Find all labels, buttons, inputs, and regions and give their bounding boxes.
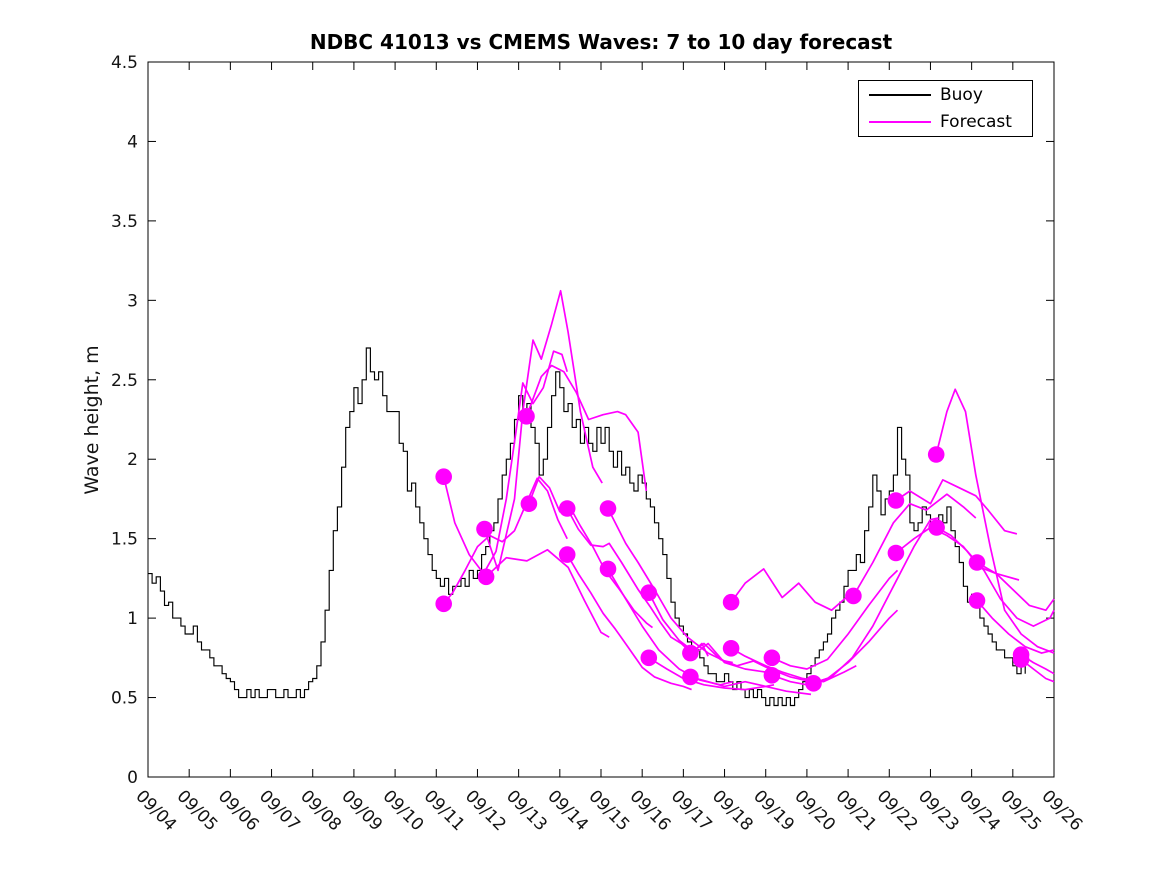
- forecast-start-dot: [520, 495, 538, 512]
- axes-box: [147, 61, 1055, 778]
- forecast-start-dot: [640, 584, 658, 601]
- forecast-start-dot: [599, 560, 617, 578]
- svg-text:3.5: 3.5: [111, 212, 138, 232]
- y-tick-labels: 0 0.5 1 1.5 2 2.5 3 3.5 4 4.5: [111, 53, 138, 788]
- chart-title: NDBC 41013 vs CMEMS Waves: 7 to 10 day f…: [309, 30, 893, 54]
- svg-text:09/04: 09/04: [131, 786, 180, 835]
- svg-text:09/08: 09/08: [296, 786, 345, 835]
- forecast-start-dot: [887, 544, 905, 562]
- forecast-start-dot: [435, 595, 453, 613]
- forecast-start-dot: [927, 446, 945, 463]
- svg-text:09/24: 09/24: [955, 786, 1004, 835]
- legend-item-forecast: Forecast: [859, 109, 1032, 135]
- svg-text:09/26: 09/26: [1037, 786, 1086, 835]
- forecast-start-dot: [805, 675, 822, 692]
- svg-text:09/15: 09/15: [584, 786, 633, 835]
- x-tick-labels: 09/0409/0509/0609/0709/0809/0909/1009/11…: [131, 786, 1086, 835]
- forecast-start-dot: [682, 668, 699, 686]
- svg-text:09/17: 09/17: [667, 786, 716, 835]
- axis-ticks: [147, 61, 1055, 778]
- svg-text:09/14: 09/14: [543, 786, 592, 835]
- svg-text:09/06: 09/06: [214, 786, 263, 835]
- legend: Buoy Forecast: [858, 80, 1033, 137]
- svg-text:2: 2: [127, 450, 138, 470]
- svg-text:1.5: 1.5: [111, 530, 138, 550]
- legend-item-buoy: Buoy: [859, 82, 1032, 108]
- svg-text:09/12: 09/12: [461, 786, 510, 835]
- svg-text:09/19: 09/19: [749, 786, 798, 835]
- svg-text:09/13: 09/13: [502, 786, 551, 835]
- forecast-start-dot: [722, 640, 740, 657]
- forecast-start-markers: [435, 408, 1030, 692]
- legend-label-buoy: Buoy: [940, 85, 983, 105]
- legend-label-forecast: Forecast: [940, 112, 1012, 132]
- forecast-start-dot: [477, 568, 495, 586]
- forecast-start-dot: [722, 593, 740, 611]
- forecast-start-dot: [763, 649, 781, 667]
- svg-text:4: 4: [127, 132, 138, 152]
- y-axis-label: Wave height, m: [81, 345, 103, 495]
- forecast-start-dot: [682, 644, 699, 662]
- svg-text:09/09: 09/09: [337, 786, 386, 835]
- forecast-start-dot: [476, 520, 493, 538]
- buoy-series-line: [148, 347, 1026, 707]
- forecast-line-swatch: [869, 121, 931, 123]
- svg-text:09/16: 09/16: [626, 786, 675, 835]
- svg-text:1: 1: [127, 609, 138, 629]
- svg-text:09/11: 09/11: [420, 786, 469, 835]
- svg-text:3: 3: [127, 291, 138, 311]
- forecast-start-dot: [928, 519, 945, 536]
- svg-text:09/10: 09/10: [379, 786, 428, 835]
- forecast-start-dot: [435, 468, 453, 486]
- forecast-segment-lines: [442, 289, 1055, 696]
- svg-text:09/20: 09/20: [790, 786, 839, 835]
- svg-text:09/07: 09/07: [255, 786, 304, 835]
- svg-text:09/05: 09/05: [173, 786, 222, 835]
- forecast-start-dot: [558, 546, 576, 563]
- forecast-start-dot: [640, 649, 658, 667]
- svg-text:2.5: 2.5: [111, 371, 138, 391]
- svg-text:0.5: 0.5: [111, 689, 138, 709]
- forecast-start-dot: [518, 408, 535, 425]
- forecast-start-dot: [1012, 651, 1030, 668]
- svg-text:09/22: 09/22: [873, 786, 922, 835]
- svg-text:09/23: 09/23: [914, 786, 963, 835]
- forecast-start-dot: [968, 592, 986, 609]
- forecast-start-dot: [845, 587, 862, 605]
- svg-text:09/18: 09/18: [708, 786, 757, 835]
- svg-text:09/25: 09/25: [996, 786, 1045, 835]
- forecast-start-dot: [968, 554, 986, 571]
- forecast-start-dot: [887, 492, 905, 509]
- forecast-start-dot: [558, 500, 576, 517]
- forecast-start-dot: [599, 500, 617, 517]
- svg-text:09/21: 09/21: [832, 786, 881, 835]
- buoy-line-swatch: [869, 94, 931, 96]
- forecast-start-dot: [763, 667, 781, 684]
- svg-text:4.5: 4.5: [111, 53, 138, 73]
- svg-text:0: 0: [127, 768, 138, 788]
